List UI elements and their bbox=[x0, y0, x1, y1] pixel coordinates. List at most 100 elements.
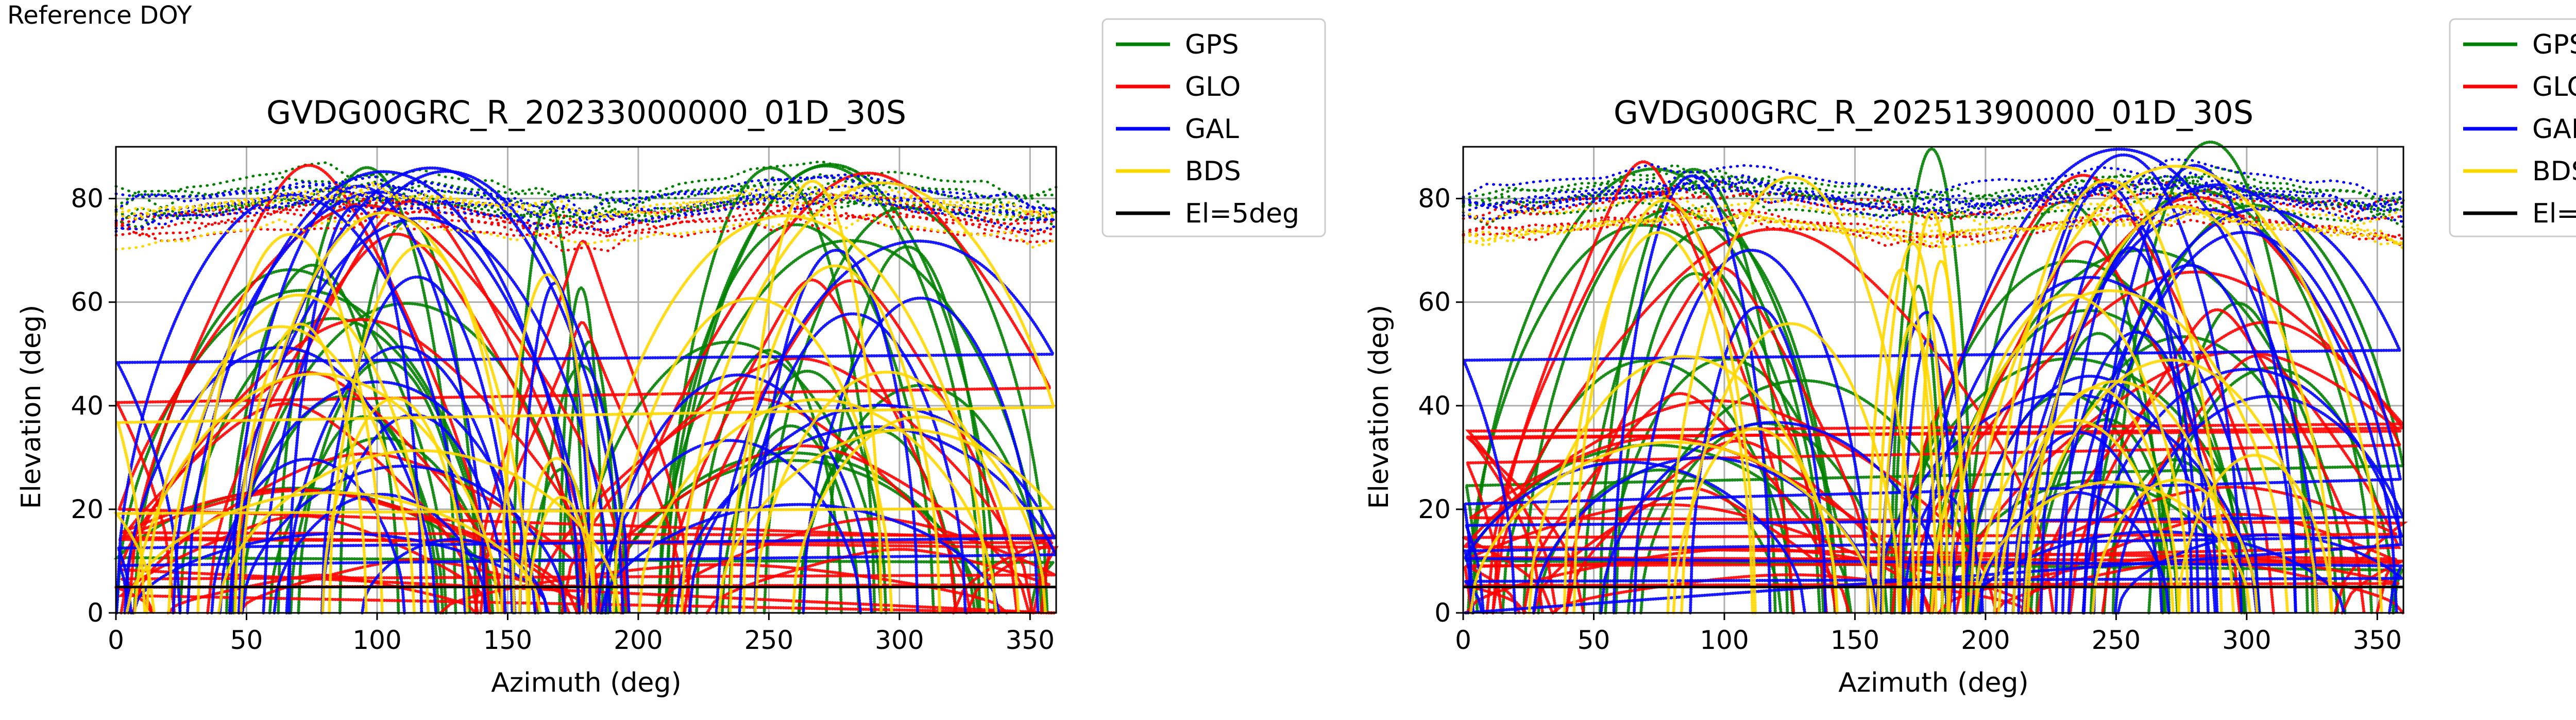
satellite-track-bds bbox=[233, 322, 368, 614]
satellite-track-bds bbox=[1462, 205, 2405, 246]
satellite-track-glo bbox=[1891, 174, 2275, 614]
legend-gps-label: GPS bbox=[1185, 29, 1239, 60]
satellite-track-gal bbox=[1599, 421, 1950, 614]
satellite-track-bds bbox=[637, 398, 998, 614]
x-axis-ticks: 0 50 100 150 200 250 300 350 bbox=[108, 613, 1055, 655]
satellite-track-glo bbox=[666, 278, 958, 614]
legend-bds-label: BDS bbox=[1185, 156, 1241, 187]
axes-frame bbox=[115, 146, 1057, 614]
satellite-track-gal bbox=[114, 193, 1058, 233]
satellite-track-gal bbox=[230, 184, 487, 614]
legend: GPS GLO GAL BDS El=5deg bbox=[1101, 18, 1326, 237]
x-tick-label: 150 bbox=[483, 625, 532, 655]
y-axis-ticks: 0 20 40 60 80 bbox=[71, 184, 116, 628]
satellite-track-gal bbox=[1463, 231, 2403, 614]
satellite-track-bds bbox=[196, 232, 384, 614]
satellite-track-gal bbox=[596, 439, 862, 614]
satellite-track-gal bbox=[604, 373, 873, 614]
satellite-track-gps bbox=[277, 166, 457, 614]
satellite-track-bds bbox=[217, 449, 621, 614]
x-tick-label: 200 bbox=[614, 625, 663, 655]
series-bds bbox=[113, 179, 1058, 614]
satellite-track-bds bbox=[1881, 322, 1944, 614]
satellite-track-glo bbox=[1469, 503, 2403, 614]
satellite-track-gal bbox=[1462, 176, 2405, 214]
satellite-track-glo bbox=[114, 201, 1058, 238]
legend-bds-label: BDS bbox=[2532, 156, 2576, 187]
axes-frame bbox=[1462, 146, 2404, 614]
satellite-track-bds bbox=[612, 297, 893, 614]
y-axis-ticks: 0 20 40 60 80 bbox=[1418, 184, 1463, 628]
satellite-track-glo bbox=[127, 164, 492, 614]
satellite-track-gps bbox=[606, 451, 977, 614]
satellite-track-gal bbox=[1462, 460, 2404, 614]
satellite-track-gal bbox=[1612, 174, 1772, 614]
satellite-track-glo bbox=[2069, 308, 2366, 614]
satellite-track-gal bbox=[1920, 147, 2319, 614]
satellite-track-gps bbox=[1466, 224, 1822, 614]
legend-glo-label: GLO bbox=[1185, 72, 1241, 102]
satellite-track-bds bbox=[1680, 322, 1901, 614]
satellite-track-glo bbox=[238, 558, 595, 614]
y-tick-label: 80 bbox=[71, 184, 104, 214]
satellite-track-bds bbox=[728, 264, 942, 614]
x-tick-label: 250 bbox=[2092, 625, 2141, 655]
satellite-track-bds bbox=[1917, 260, 1966, 614]
y-tick-label: 20 bbox=[1418, 494, 1451, 524]
satellite-track-gal bbox=[114, 193, 1058, 231]
satellite-track-bds bbox=[1968, 164, 2383, 614]
satellite-track-glo bbox=[1466, 436, 2408, 614]
skyplot-panel-right: GVDG00GRC_R_20251390000_01D_30S 0 50 100 15… bbox=[1364, 18, 2576, 698]
y-tick-label: 20 bbox=[71, 494, 104, 524]
legend-gal-label: GAL bbox=[1185, 114, 1239, 145]
satellite-track-bds bbox=[1997, 380, 2235, 614]
x-tick-label: 350 bbox=[2353, 625, 2402, 655]
satellite-track-gal bbox=[114, 173, 1058, 210]
satellite-track-gps bbox=[1893, 284, 1944, 614]
y-tick-label: 0 bbox=[87, 598, 104, 628]
satellite-track-gps bbox=[114, 173, 1058, 208]
satellite-track-bds bbox=[1563, 231, 1754, 614]
satellite-track-gal bbox=[114, 239, 1056, 614]
series-bds bbox=[1462, 164, 2405, 614]
satellite-track-gal bbox=[738, 312, 967, 614]
x-tick-label: 100 bbox=[1700, 625, 1749, 655]
y-tick-label: 60 bbox=[1418, 287, 1451, 317]
x-tick-label: 300 bbox=[875, 625, 924, 655]
satellite-track-gal bbox=[1978, 490, 2171, 614]
satellite-tracks bbox=[1461, 140, 2408, 614]
satellite-track-bds bbox=[791, 415, 1047, 614]
satellite-track-bds bbox=[2091, 478, 2259, 614]
satellite-track-gal bbox=[132, 532, 550, 614]
satellite-track-bds bbox=[1572, 198, 1757, 614]
x-tick-label: 300 bbox=[2222, 625, 2271, 655]
satellite-track-bds bbox=[114, 183, 1058, 224]
satellite-track-gal bbox=[285, 345, 517, 614]
y-tick-label: 0 bbox=[1434, 598, 1451, 628]
satellite-track-bds bbox=[328, 244, 516, 614]
satellite-track-gal bbox=[1874, 392, 2258, 614]
satellite-track-gps bbox=[1462, 169, 2405, 206]
satellite-track-bds bbox=[1974, 480, 2252, 614]
y-tick-label: 60 bbox=[71, 287, 104, 317]
satellite-track-gal bbox=[753, 248, 920, 614]
satellite-track-bds bbox=[167, 293, 430, 614]
satellite-track-bds bbox=[125, 491, 543, 614]
x-axis-ticks: 0 50 100 150 200 250 300 350 bbox=[1455, 613, 2402, 655]
satellite-track-gps bbox=[1889, 147, 1974, 614]
satellite-track-bds bbox=[742, 179, 883, 614]
chart-title: GVDG00GRC_R_20251390000_01D_30S bbox=[1614, 94, 2253, 131]
x-tick-label: 200 bbox=[1961, 625, 2010, 655]
satellite-track-bds bbox=[239, 211, 530, 614]
satellite-track-glo bbox=[1491, 160, 1795, 614]
x-tick-label: 350 bbox=[1006, 625, 1055, 655]
satellite-track-gal bbox=[1463, 183, 2402, 614]
x-tick-label: 100 bbox=[352, 625, 401, 655]
satellite-track-gal bbox=[1632, 248, 1870, 614]
legend-mask-label: El=5deg bbox=[2532, 198, 2576, 229]
y-tick-label: 80 bbox=[1418, 184, 1451, 214]
legend-box bbox=[1101, 18, 1326, 237]
satellite-track-gal bbox=[600, 503, 1001, 614]
legend-gps-label: GPS bbox=[2532, 29, 2576, 60]
